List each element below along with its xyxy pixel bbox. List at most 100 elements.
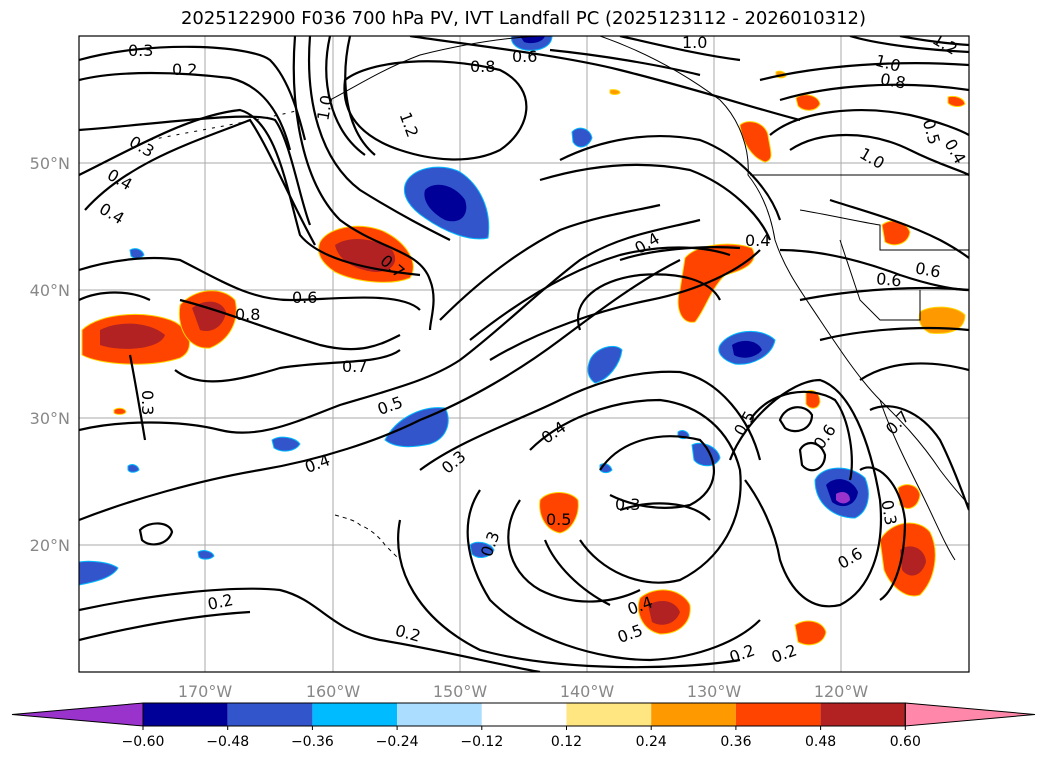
- lon-label: 160°W: [306, 682, 361, 701]
- alaska-peninsula-coast: [329, 36, 541, 101]
- contour-line: [79, 108, 421, 277]
- contour-line: [798, 442, 827, 472]
- contour-label: 1.0: [682, 33, 707, 52]
- lon-label: 130°W: [687, 682, 742, 701]
- contour-label: 0.3: [615, 495, 640, 514]
- contour-line: [344, 36, 376, 156]
- contour-line: [128, 354, 147, 441]
- contour-line: [779, 248, 969, 292]
- contour-line: [577, 273, 721, 331]
- contour-line: [174, 349, 401, 383]
- lat-label: 40°N: [30, 281, 70, 300]
- colorbar-tick-label: −0.48: [206, 734, 249, 750]
- contour-line: [529, 398, 742, 584]
- colorbar-segment: [481, 703, 567, 726]
- contour-label: 0.6: [512, 47, 537, 66]
- contour-label: 0.2: [172, 60, 197, 79]
- contour-line: [619, 246, 741, 262]
- contour-label: 0.6: [914, 258, 942, 281]
- contour-line: [859, 362, 969, 381]
- contour-line: [79, 610, 251, 642]
- contour-line: [549, 48, 701, 77]
- contour-line: [869, 405, 969, 511]
- contour-label: 0.3: [877, 498, 900, 526]
- contour-line: [619, 36, 741, 62]
- lon-label: 140°W: [560, 682, 615, 701]
- baja-california-coast: [879, 399, 956, 561]
- contour-line: [849, 36, 969, 54]
- contour-line: [325, 36, 366, 156]
- contour-label: 0.8: [235, 305, 260, 324]
- colorbar-tick-label: 0.24: [636, 734, 667, 750]
- contour-label: 0.3: [138, 390, 157, 415]
- colorbar-segment: [312, 703, 398, 726]
- colorbar-segment: [735, 703, 821, 726]
- lat-label: 50°N: [30, 154, 70, 173]
- colorbar-segment: [820, 703, 906, 726]
- state-boundaries-south: [839, 239, 921, 321]
- contour-line: [466, 489, 761, 662]
- contour-line: [507, 499, 641, 603]
- contour-line: [728, 378, 882, 608]
- hawaiian-islands: [334, 514, 399, 559]
- colorbar-tick-label: −0.12: [460, 734, 503, 750]
- colorbar-tick-label: 0.60: [890, 734, 921, 750]
- pv-contours: [79, 36, 969, 672]
- contour-label: 0.3: [128, 41, 153, 60]
- colorbar-segment: [397, 703, 482, 726]
- contour-label: 0.4: [745, 231, 770, 250]
- colorbar-segment: [566, 703, 652, 726]
- contour-line: [778, 406, 814, 433]
- contour-line: [859, 466, 907, 601]
- colorbar-segment: [651, 703, 736, 726]
- contour-label: 0.5: [546, 510, 571, 529]
- contour-label: 0.7: [342, 357, 367, 376]
- contour-line: [138, 522, 174, 546]
- lon-label: 150°W: [433, 682, 488, 701]
- contour-line: [619, 502, 711, 521]
- contour-line: [79, 256, 421, 311]
- contour-line: [307, 36, 451, 241]
- contour-label: 0.6: [875, 269, 902, 290]
- contour-label: 0.8: [470, 57, 495, 76]
- contour-line: [899, 36, 969, 47]
- colorbar-outline: [142, 702, 906, 727]
- map-frame: [78, 35, 970, 673]
- aleutian-islands: [149, 109, 301, 141]
- contour-label: 1.0: [313, 94, 336, 122]
- map-background: [79, 36, 969, 672]
- colorbar-tick-label: −0.60: [122, 734, 165, 750]
- contour-line: [819, 326, 969, 342]
- contour-line: [599, 435, 715, 509]
- colorbar: −0.60 −0.48 −0.36 −0.24 −0.12 0.12 0.24 0.36 0.4…: [11, 702, 1036, 750]
- contour-line: [84, 118, 316, 246]
- contour-label: 0.2: [206, 590, 235, 614]
- gridlines: [79, 36, 969, 672]
- state-boundaries: [799, 209, 969, 251]
- contour-line: [769, 109, 969, 136]
- colorbar-segment: [227, 703, 313, 726]
- contour-line: [779, 83, 969, 102]
- negative-anomaly-fills: [79, 36, 869, 586]
- contour-line: [559, 135, 782, 221]
- contour-line: [489, 249, 761, 361]
- contour-line: [543, 539, 611, 606]
- contour-line: [749, 390, 853, 481]
- chart-title: 2025122900 F036 700 hPa PV, IVT Landfall…: [180, 8, 867, 29]
- colorbar-tick-label: −0.24: [376, 734, 419, 750]
- positive-anomaly-fills: [81, 70, 966, 646]
- colorbar-tick-label: 0.12: [551, 734, 582, 750]
- lon-label: 170°W: [178, 682, 233, 701]
- north-america-west-coast: [599, 36, 969, 506]
- colorbar-segment: [143, 703, 228, 726]
- contour-line: [419, 370, 762, 471]
- latitude-labels: 50°N 40°N 30°N 20°N: [30, 154, 70, 555]
- lat-label: 30°N: [30, 409, 70, 428]
- contour-line: [789, 133, 969, 176]
- colorbar-extend-high: [904, 702, 1036, 727]
- contour-line: [759, 62, 969, 82]
- contour-line: [79, 218, 701, 434]
- lat-label: 20°N: [30, 536, 70, 555]
- contour-label: 0.8: [879, 69, 907, 92]
